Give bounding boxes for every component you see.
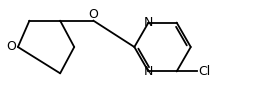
Text: N: N (144, 16, 153, 29)
Text: Cl: Cl (199, 65, 211, 78)
Text: O: O (89, 8, 98, 21)
Text: N: N (144, 65, 153, 78)
Text: O: O (6, 41, 16, 53)
